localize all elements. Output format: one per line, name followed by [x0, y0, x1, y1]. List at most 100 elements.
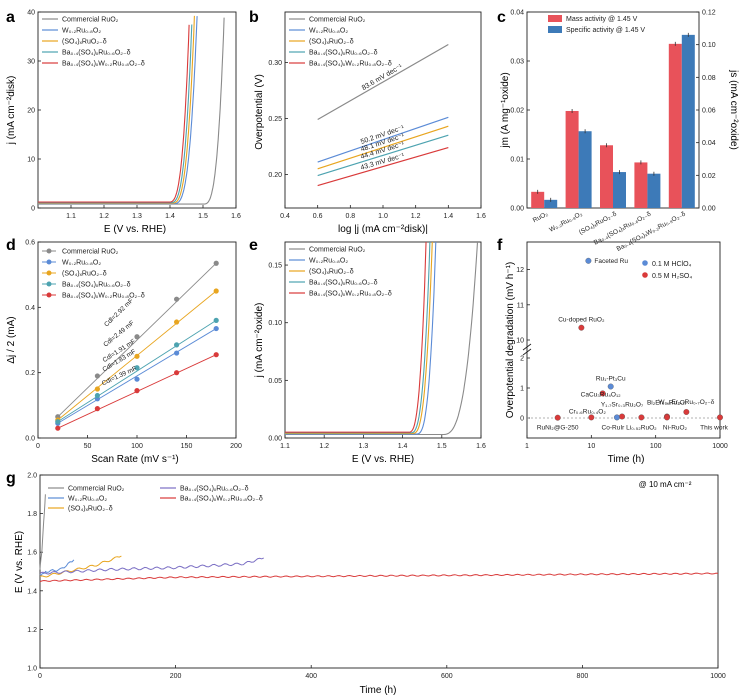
panel-e-series-2 — [285, 242, 433, 434]
panel-b-xtick-label: 1.0 — [378, 213, 388, 220]
panel-a-legend-label-4: Ba₀.₄(SO₄)ₓW₀.₂Ru₀.₈O₂₋δ — [62, 61, 145, 68]
panel-d-legend-marker-4 — [46, 292, 52, 298]
panel-d-point-4-2 — [134, 388, 140, 394]
panel-b-xtick-label: 0.6 — [313, 213, 323, 220]
panel-f-ytick-label: 12 — [516, 267, 524, 274]
panel-e-ytick-label: 0.15 — [268, 263, 282, 270]
panel-a-xtick-label: 1.6 — [231, 213, 241, 220]
panel-f-ytick-label: 2 — [520, 356, 524, 363]
panel-c-ytick-label-right: 0.08 — [702, 75, 716, 82]
panel-f-point-label-2: Ru₁-Pt₃Cu — [596, 376, 626, 383]
panel-c-category-label-0: RuO₂ — [532, 210, 550, 224]
panel-a-legend-label-1: W₀.₂Ru₀.₈O₂ — [62, 28, 101, 35]
panel-b-legend-label-0: Commercial RuO₂ — [309, 17, 366, 24]
axis-title-c-y-right: js (mA cm⁻²oxide) — [728, 69, 739, 150]
panel-c-ytick-label: 0.04 — [510, 10, 524, 17]
panel-f-point-9 — [613, 414, 620, 421]
panel-c-ytick-label-right: 0.00 — [702, 206, 716, 213]
panel-g-legend-label-4: Ba₀.₄(SO₄)ₓW₀.₂Ru₀.₈O₂₋δ — [180, 496, 263, 503]
panel-b-xtick-label: 0.8 — [345, 213, 355, 220]
panel-f-point-label-12: This work — [700, 424, 729, 431]
panel-a-ytick-label: 40 — [27, 10, 35, 17]
panel-d-ytick-label: 0.6 — [25, 240, 35, 247]
panel-g-ytick-label: 2.0 — [27, 473, 37, 480]
panel-f-point-7 — [588, 414, 595, 421]
panel-d-point-0-2 — [134, 334, 140, 340]
panel-d-legend-marker-0 — [46, 248, 52, 254]
panel-f-ytick-label: 0 — [520, 416, 524, 423]
panel-d-point-3-4 — [213, 317, 219, 323]
panel-b-series-3 — [317, 134, 449, 177]
panel-f-axis-break — [522, 348, 532, 356]
axis-title-e-x: E (V vs. RHE) — [352, 454, 414, 465]
panel-e-frame — [284, 241, 482, 439]
panel-f-point-1 — [578, 324, 585, 331]
panel-f-ytick-label: 10 — [516, 338, 524, 345]
panel-e-xtick-label: 1.6 — [476, 443, 486, 450]
panel-f-xtick-label: 1000 — [712, 443, 728, 450]
panel-b-series-0 — [317, 43, 449, 121]
panel-g-frame — [39, 474, 719, 669]
panel-d-point-0-1 — [94, 373, 100, 379]
panel-f-point-label-10: Li₀.₅₂RuO₂ — [626, 424, 657, 431]
panel-c-legend-label-0: Mass activity @ 1.45 V — [566, 16, 638, 23]
axis-title-f-y: Overpotential degradation (mV h⁻¹) — [505, 262, 516, 418]
panel-c-ytick-label-right: 0.06 — [702, 108, 716, 115]
panel-c-legend-label-1: Specific activity @ 1.45 V — [566, 27, 645, 34]
panel-g-xtick-label: 1000 — [710, 673, 726, 680]
panel-c-bar-mass-2 — [600, 145, 613, 208]
panel-b-series-1 — [317, 116, 449, 163]
panel-e-legend-label-0: Commercial RuO₂ — [309, 247, 366, 254]
panel-d-xtick-label: 0 — [36, 443, 40, 450]
panel-d-point-2-3 — [174, 319, 180, 325]
panel-e-legend-label-3: Ba₀.₄(SO₄)ₓRu₀.₆O₂₋δ — [309, 280, 378, 287]
panel-a-series-4 — [38, 24, 190, 203]
panel-c-ytick-label: 0.01 — [510, 157, 524, 164]
panel-d-legend-label-0: Commercial RuO₂ — [62, 249, 119, 256]
panel-g-series-0 — [39, 494, 46, 570]
panel-g-ytick-label: 1.0 — [27, 666, 37, 673]
panel-g-ytick-label: 1.6 — [27, 550, 37, 557]
panel-d-point-4-3 — [174, 370, 180, 376]
panel-f-point-label-6: Bi₂Er₀.₄Ru₂O₇ — [647, 400, 687, 407]
panel-c-bar-specific-1 — [578, 131, 592, 208]
panel-b-ytick-label: 0.20 — [268, 172, 282, 179]
panel-f-xtick-label: 1 — [525, 443, 529, 450]
panel-f-point-label-5: W₀.₂Er₀.₁Ru₀.₇O₂₋δ — [658, 399, 714, 406]
panel-e-series-4 — [285, 242, 427, 433]
panel-d-point-0-4 — [213, 260, 219, 266]
panel-b-series-2 — [317, 125, 449, 170]
axis-title-a-x: E (V vs. RHE) — [104, 224, 166, 235]
axis-title-g-y: E (V vs. RHE) — [14, 531, 25, 593]
panel-label-f: f — [497, 237, 503, 254]
panel-b-xtick-label: 1.6 — [476, 213, 486, 220]
panel-b-ytick-label: 0.25 — [268, 116, 282, 123]
axis-title-d-x: Scan Rate (mV s⁻¹) — [91, 454, 179, 465]
panel-d-point-1-2 — [134, 376, 140, 382]
panel-f-legend-marker-1 — [642, 272, 648, 278]
panel-c-bar-mass-1 — [565, 110, 579, 208]
panel-c-ytick-label-right: 0.04 — [702, 140, 716, 147]
panel-e-ytick-label: 0.00 — [268, 436, 282, 443]
panel-e-series-3 — [285, 242, 431, 434]
panel-f-xtick-label: 100 — [650, 443, 662, 450]
panel-f-point-4 — [619, 413, 625, 420]
panel-a-xtick-label: 1.4 — [165, 213, 175, 220]
panel-f-point-8 — [554, 414, 561, 421]
panel-c-bar-specific-3 — [647, 173, 661, 208]
panel-g-xtick-label: 600 — [441, 673, 453, 680]
panel-d-legend-label-2: (SO₄)ₓRuO₂₋δ — [62, 271, 107, 278]
panel-e-ytick-label: 0.05 — [268, 378, 282, 385]
panel-f-ytick-label: 11 — [517, 302, 524, 309]
panel-a-legend-label-2: (SO₄)ₓRuO₂₋δ — [62, 39, 107, 46]
panel-d-fit-1 — [57, 328, 217, 424]
panel-e-ytick-label: 0.10 — [268, 320, 282, 327]
panel-f-xtick-label: 10 — [587, 443, 595, 450]
panel-c-bar-specific-2 — [613, 172, 626, 208]
panel-a-ytick-label: 30 — [27, 59, 35, 66]
panel-label-g: g — [6, 470, 16, 487]
panel-g-ytick-label: 1.4 — [27, 588, 37, 595]
panel-d-fit-0 — [57, 262, 217, 418]
panel-e-legend-label-1: W₀.₂Ru₀.₈O₂ — [309, 258, 348, 265]
